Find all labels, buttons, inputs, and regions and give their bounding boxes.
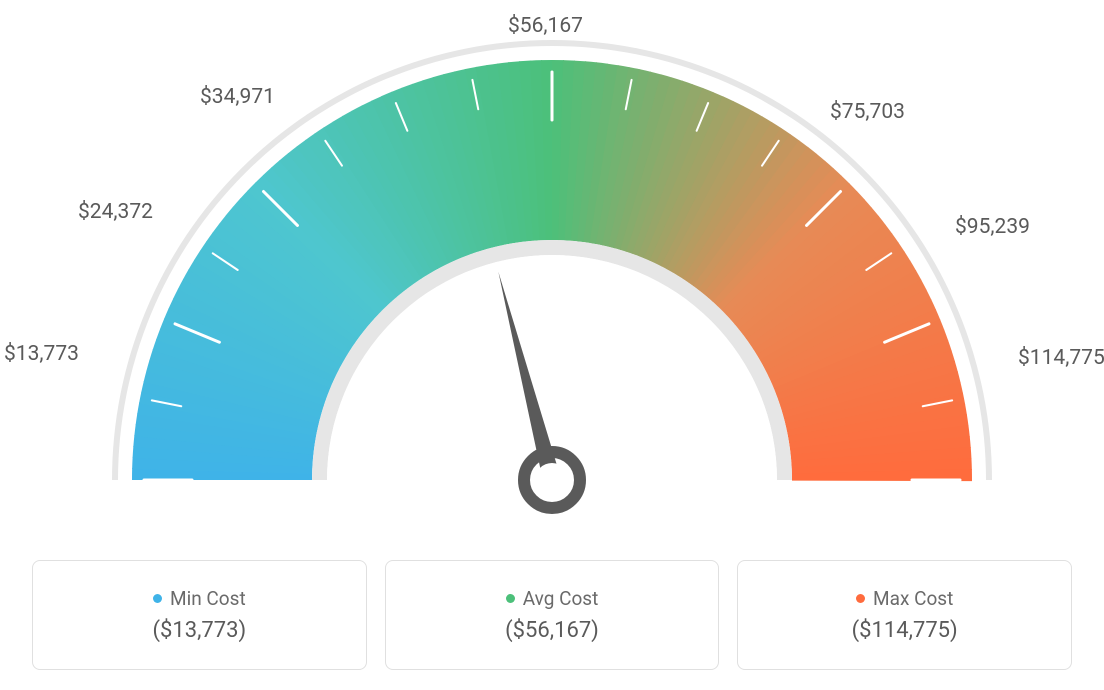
gauge-svg — [0, 0, 1104, 540]
gauge-tick-label: $13,773 — [4, 342, 79, 366]
legend-title-min: Min Cost — [153, 587, 246, 610]
dot-icon — [153, 594, 162, 603]
legend-value-max: ($114,775) — [852, 618, 958, 643]
legend-title-text: Avg Cost — [523, 587, 599, 610]
legend-card-max: Max Cost ($114,775) — [737, 560, 1072, 670]
dot-icon — [506, 594, 515, 603]
legend-card-min: Min Cost ($13,773) — [32, 560, 367, 670]
legend-value-avg: ($56,167) — [505, 618, 599, 643]
legend-row: Min Cost ($13,773) Avg Cost ($56,167) Ma… — [0, 560, 1104, 670]
legend-title-text: Min Cost — [170, 587, 246, 610]
legend-title-text: Max Cost — [873, 587, 953, 610]
legend-title-avg: Avg Cost — [506, 587, 599, 610]
gauge-tick-label: $24,372 — [78, 200, 153, 224]
gauge-tick-label: $56,167 — [508, 14, 583, 38]
dot-icon — [856, 594, 865, 603]
legend-title-max: Max Cost — [856, 587, 953, 610]
legend-value-min: ($13,773) — [152, 618, 246, 643]
gauge-tick-label: $95,239 — [955, 215, 1030, 239]
gauge-tick-label: $114,775 — [1018, 346, 1104, 370]
legend-card-avg: Avg Cost ($56,167) — [385, 560, 720, 670]
gauge-tick-label: $75,703 — [830, 100, 905, 124]
gauge-tick-label: $34,971 — [200, 85, 275, 109]
gauge-chart: $13,773 $24,372 $34,971 $56,167 $75,703 $95,2… — [0, 0, 1104, 540]
